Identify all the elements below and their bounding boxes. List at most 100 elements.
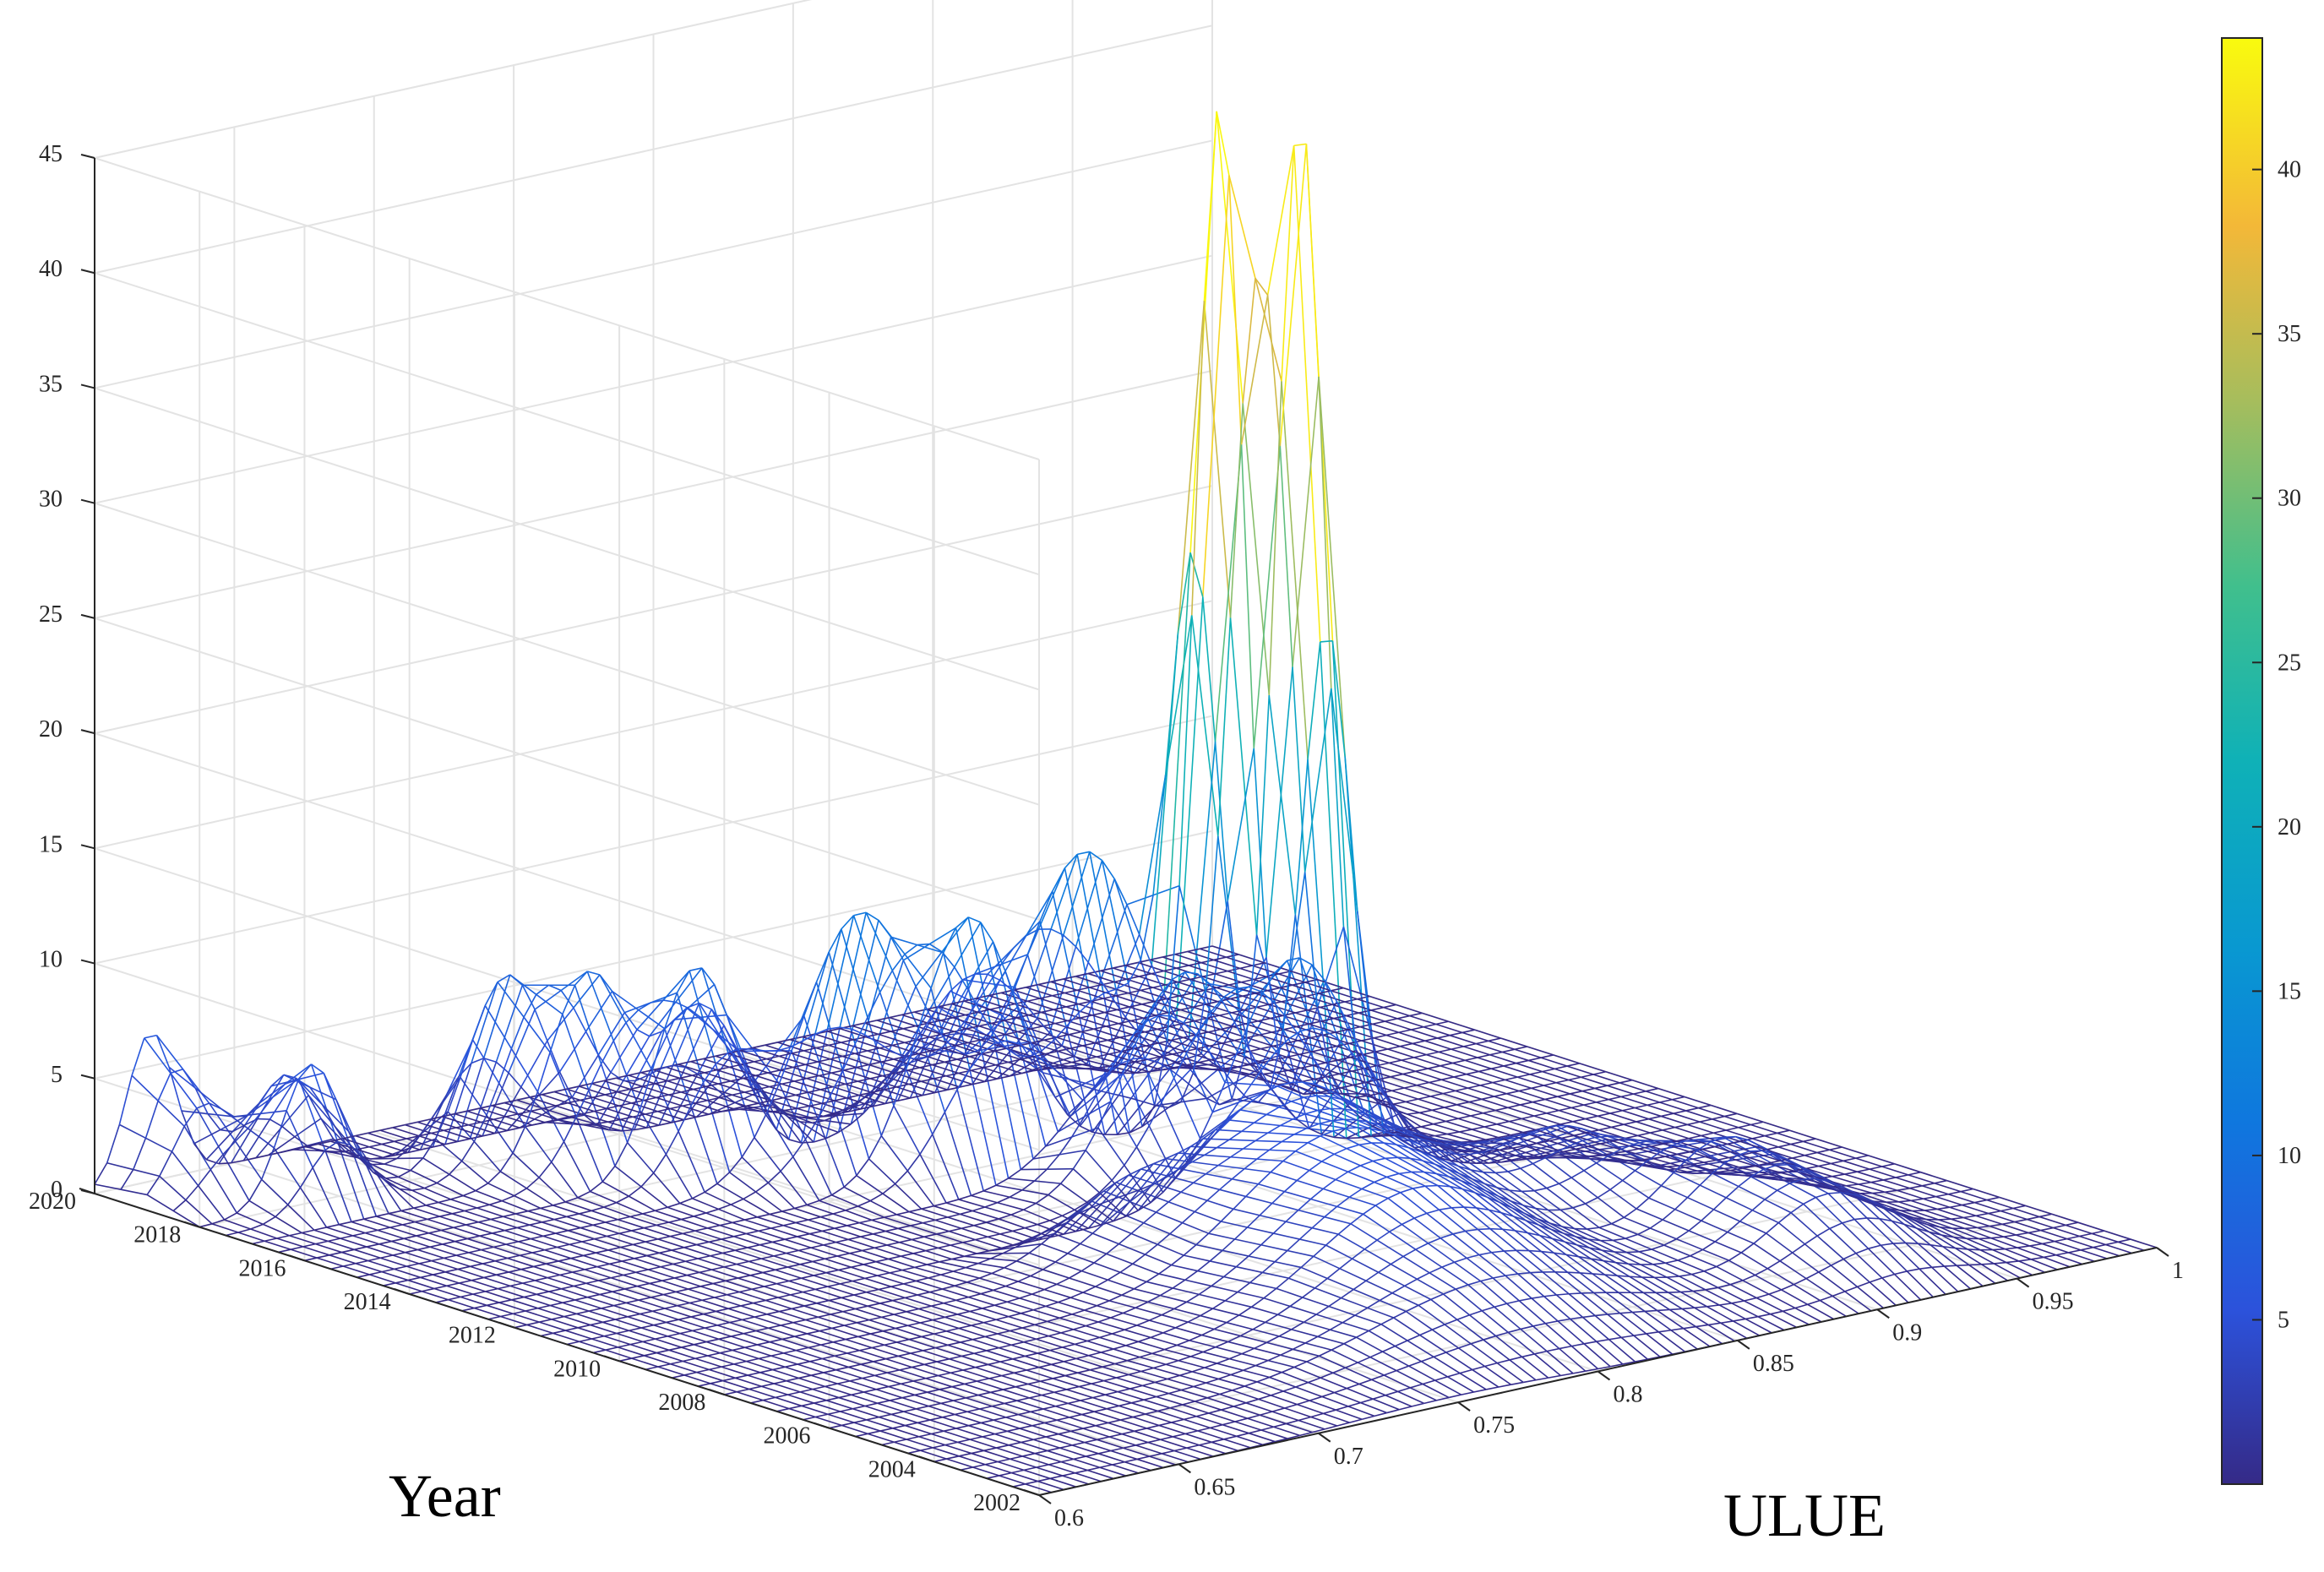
surface-edge: [993, 1047, 1007, 1053]
surface-edge: [748, 1260, 776, 1271]
surface-edge: [1583, 1101, 1597, 1106]
surface-edge: [1135, 1125, 1150, 1148]
surface-edge: [1089, 851, 1117, 990]
surface-edge: [455, 1123, 469, 1129]
surface-edge: [636, 999, 664, 1031]
surface-edge: [984, 1202, 998, 1208]
surface-edge: [1002, 1006, 1030, 1016]
surface-edge: [875, 1389, 903, 1399]
surface-edge: [1480, 1081, 1494, 1086]
surface-edge: [1063, 851, 1091, 936]
surface-edge: [786, 1116, 814, 1143]
surface-edge: [945, 1202, 973, 1212]
surface-edge: [1396, 1004, 1423, 1014]
surface-edge: [804, 1118, 819, 1140]
surface-edge: [1559, 1109, 1586, 1120]
surface-edge: [714, 1293, 727, 1298]
surface-edge: [1646, 1091, 1673, 1101]
surface-edge: [492, 1105, 519, 1115]
surface-edge: [381, 1270, 409, 1281]
surface-edge: [599, 1293, 627, 1304]
surface-edge: [827, 1027, 841, 1032]
surface-edge: [1333, 1117, 1361, 1139]
surface-edge: [944, 1061, 972, 1072]
surface-edge: [1069, 1047, 1097, 1058]
surface-edge: [1446, 1131, 1460, 1135]
surface-edge: [780, 1069, 808, 1080]
surface-edge: [999, 979, 1013, 992]
surface-edge: [1354, 1095, 1368, 1098]
surface-edge: [1641, 1276, 1669, 1293]
surface-edge: [712, 1280, 726, 1285]
surface-edge: [486, 1082, 500, 1116]
surface-edge: [841, 1424, 868, 1435]
surface-edge: [581, 1113, 608, 1123]
surface-edge: [919, 1063, 933, 1069]
surface-edge: [588, 1063, 602, 1091]
surface-edge: [429, 1246, 457, 1256]
surface-edge: [983, 1321, 1010, 1332]
surface-edge: [309, 1086, 324, 1106]
surface-edge: [1080, 1072, 1108, 1086]
surface-edge: [209, 1102, 222, 1110]
surface-edge: [751, 1286, 765, 1291]
surface-edge: [629, 1213, 643, 1218]
surface-edge: [951, 1003, 978, 1014]
surface-edge: [1433, 1156, 1461, 1175]
surface-edge: [313, 1229, 341, 1239]
surface-edge: [1393, 1101, 1407, 1105]
surface-edge: [934, 1346, 962, 1357]
surface-edge: [786, 1115, 801, 1123]
surface-edge: [1367, 1092, 1380, 1097]
surface-edge: [605, 1094, 632, 1104]
surface-edge: [1554, 1068, 1581, 1079]
surface-edge: [613, 1304, 640, 1315]
surface-edge: [442, 1112, 455, 1118]
surface-edge: [842, 1053, 856, 1058]
surface-edge: [958, 1194, 972, 1200]
surface-edge: [1385, 1031, 1399, 1036]
surface-edge: [1894, 1273, 1922, 1301]
surface-edge: [769, 1213, 797, 1224]
surface-edge: [1205, 1000, 1218, 1005]
surface-edge: [953, 1400, 980, 1410]
surface-edge: [1140, 987, 1153, 992]
surface-edge: [623, 1274, 650, 1285]
surface-edge: [1242, 993, 1255, 997]
surface-edge: [1302, 1297, 1330, 1308]
surface-edge: [984, 1078, 998, 1083]
surface-edge: [963, 998, 977, 1002]
surface-edge: [1619, 1313, 1647, 1335]
surface-edge: [1161, 1314, 1189, 1323]
surface-edge: [1157, 1410, 1184, 1421]
surface-edge: [513, 1310, 526, 1315]
surface-edge: [1102, 998, 1130, 1008]
surface-edge: [1895, 1177, 1923, 1187]
surface-edge: [791, 1015, 805, 1052]
surface-edge: [1075, 1357, 1103, 1368]
surface-edge: [1123, 1447, 1150, 1457]
surface-edge: [276, 1234, 290, 1239]
surface-edge: [1424, 1037, 1438, 1042]
surface-edge: [1894, 1163, 1921, 1173]
surface-edge: [954, 1028, 967, 1033]
surface-edge: [1975, 1215, 2003, 1226]
surface-edge: [836, 1252, 850, 1257]
surface-edge: [956, 1089, 984, 1192]
surface-edge: [944, 1058, 958, 1063]
surface-edge: [536, 1091, 565, 1142]
surface-edge: [969, 1053, 982, 1058]
surface-edge: [512, 1313, 540, 1323]
surface-edge: [661, 1277, 675, 1281]
surface-edge: [1468, 1101, 1496, 1112]
surface-edge: [1293, 995, 1307, 1000]
surface-edge: [1470, 1169, 1498, 1189]
surface-edge: [1548, 1140, 1576, 1150]
surface-edge: [873, 1102, 886, 1107]
surface-edge: [1919, 1268, 1946, 1295]
surface-edge: [1496, 1120, 1510, 1125]
surface-edge: [1429, 1079, 1442, 1084]
surface-edge: [281, 1095, 309, 1128]
surface-edge: [1350, 1223, 1378, 1241]
surface-edge: [549, 1052, 577, 1118]
